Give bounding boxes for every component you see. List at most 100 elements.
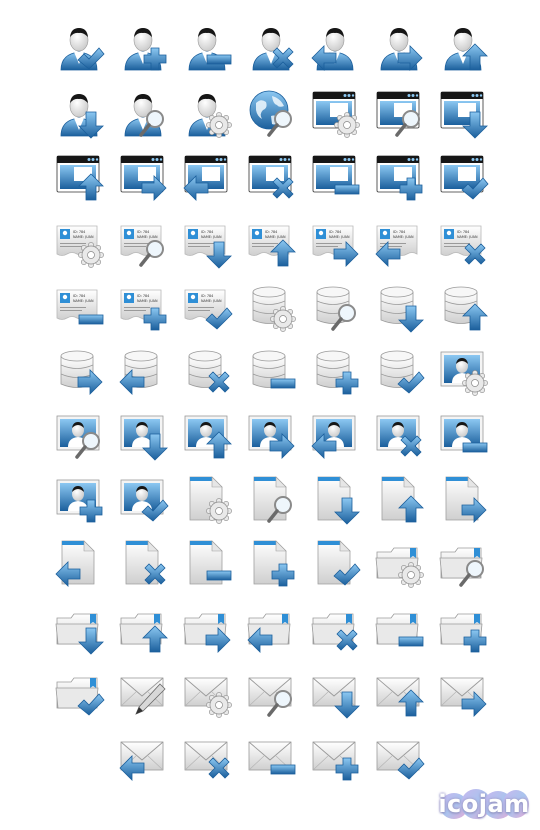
database-down-icon-graphic bbox=[380, 286, 424, 333]
photo-search-icon-graphic bbox=[56, 415, 100, 459]
user-right-icon-graphic bbox=[380, 28, 423, 71]
card-right-icon-graphic: ID: 784 NAME: JUAN bbox=[312, 225, 359, 267]
mail-check-icon bbox=[372, 730, 426, 784]
svg-text:NAME: JUAN: NAME: JUAN bbox=[137, 299, 158, 303]
database-right-icon bbox=[52, 344, 106, 398]
document-minus-icon-graphic bbox=[189, 540, 232, 585]
window-gear-icon bbox=[308, 86, 362, 140]
user-left-icon-graphic bbox=[311, 28, 354, 71]
folder-search-icon-graphic bbox=[439, 547, 484, 587]
card-gear-icon-graphic: ID: 784 NAME: JUAN bbox=[56, 225, 104, 268]
svg-text:ID: 784: ID: 784 bbox=[137, 294, 149, 298]
database-up-icon bbox=[436, 280, 490, 334]
window-check-icon-graphic bbox=[440, 155, 489, 200]
photo-left-icon bbox=[308, 408, 362, 462]
folder-plus-icon-graphic bbox=[439, 613, 487, 653]
photo-search-icon bbox=[52, 408, 106, 462]
photo-left-icon-graphic bbox=[311, 415, 356, 459]
photo-up-icon bbox=[180, 408, 234, 462]
photo-minus-icon bbox=[436, 408, 490, 462]
mail-down-icon-graphic bbox=[312, 677, 360, 719]
user-up-icon-graphic bbox=[444, 28, 488, 71]
document-search-icon-graphic bbox=[253, 476, 292, 523]
folder-left-icon bbox=[244, 602, 298, 656]
window-right-icon bbox=[116, 150, 170, 204]
document-right-icon bbox=[436, 472, 490, 526]
folder-gear-icon-graphic bbox=[375, 547, 424, 588]
card-gear-icon: ID: 784 NAME: JUAN bbox=[52, 216, 106, 270]
svg-text:ID: 784: ID: 784 bbox=[73, 294, 85, 298]
document-left-icon bbox=[52, 536, 106, 590]
mail-x-icon-graphic bbox=[184, 741, 230, 779]
svg-text:NAME: JUAN: NAME: JUAN bbox=[393, 235, 414, 239]
card-left-icon-graphic: ID: 784 NAME: JUAN bbox=[375, 225, 418, 267]
database-plus-icon-graphic bbox=[316, 350, 359, 395]
icojam-logo: icojam bbox=[438, 786, 530, 822]
svg-text:ID: 784: ID: 784 bbox=[393, 230, 405, 234]
folder-minus-icon bbox=[372, 602, 426, 656]
photo-plus-icon bbox=[52, 472, 106, 526]
user-search-icon bbox=[116, 86, 170, 140]
svg-text:NAME: JUAN: NAME: JUAN bbox=[137, 235, 158, 239]
mail-pen-icon-graphic bbox=[120, 677, 166, 715]
window-plus-icon bbox=[372, 150, 426, 204]
globe-search-icon-graphic bbox=[249, 90, 292, 137]
photo-check-icon-graphic bbox=[120, 479, 169, 522]
globe-search-icon bbox=[244, 86, 298, 140]
user-gear-icon bbox=[180, 86, 234, 140]
folder-up-icon bbox=[116, 602, 170, 656]
card-check-icon: ID: 784 NAME: JUAN bbox=[180, 280, 234, 334]
database-left-icon-graphic bbox=[119, 350, 158, 395]
document-left-icon-graphic bbox=[55, 540, 95, 587]
folder-minus-icon-graphic bbox=[375, 613, 424, 647]
window-x-icon bbox=[244, 150, 298, 204]
database-up-icon-graphic bbox=[444, 286, 488, 331]
user-down-icon-graphic bbox=[60, 94, 104, 139]
photo-up-icon-graphic bbox=[184, 415, 232, 459]
photo-x-icon bbox=[372, 408, 426, 462]
window-minus-icon-graphic bbox=[312, 155, 360, 195]
svg-text:NAME: JUAN: NAME: JUAN bbox=[201, 235, 222, 239]
mail-gear-icon bbox=[180, 666, 234, 720]
photo-gear-icon bbox=[436, 344, 490, 398]
mail-minus-icon-graphic bbox=[248, 741, 296, 775]
card-right-icon: ID: 784 NAME: JUAN bbox=[308, 216, 362, 270]
photo-gear-icon-graphic bbox=[440, 351, 488, 396]
user-check-icon-graphic bbox=[60, 28, 105, 71]
logo-text: icojam bbox=[438, 790, 530, 818]
svg-text:NAME: JUAN: NAME: JUAN bbox=[265, 235, 286, 239]
window-down-icon-graphic bbox=[440, 91, 488, 139]
window-search-icon-graphic bbox=[376, 91, 420, 137]
svg-text:ID: 784: ID: 784 bbox=[137, 230, 149, 234]
user-minus-icon-graphic bbox=[188, 28, 232, 71]
photo-right-icon-graphic bbox=[248, 415, 295, 459]
mail-right-icon-graphic bbox=[440, 677, 487, 717]
document-check-icon bbox=[308, 536, 362, 590]
database-search-icon-graphic bbox=[316, 286, 356, 331]
photo-check-icon bbox=[116, 472, 170, 526]
svg-text:NAME: JUAN: NAME: JUAN bbox=[73, 235, 94, 239]
mail-search-icon-graphic bbox=[248, 677, 292, 717]
folder-down-icon bbox=[52, 602, 106, 656]
svg-text:ID: 784: ID: 784 bbox=[73, 230, 85, 234]
card-check-icon-graphic: ID: 784 NAME: JUAN bbox=[184, 289, 233, 330]
mail-search-icon bbox=[244, 666, 298, 720]
user-right-icon bbox=[372, 20, 426, 74]
photo-plus-icon-graphic bbox=[56, 479, 103, 523]
document-up-icon-graphic bbox=[381, 476, 424, 523]
window-gear-icon-graphic bbox=[312, 91, 360, 138]
mail-up-icon-graphic bbox=[376, 677, 424, 717]
document-check-icon-graphic bbox=[317, 540, 361, 586]
photo-x-icon-graphic bbox=[376, 415, 422, 457]
user-search-icon-graphic bbox=[124, 94, 164, 137]
folder-x-icon bbox=[308, 602, 362, 656]
mail-right-icon bbox=[436, 666, 490, 720]
mail-plus-icon bbox=[308, 730, 362, 784]
window-minus-icon bbox=[308, 150, 362, 204]
user-up-icon bbox=[436, 20, 490, 74]
document-minus-icon bbox=[180, 536, 234, 590]
user-left-icon bbox=[308, 20, 362, 74]
folder-right-icon bbox=[180, 602, 234, 656]
user-x-icon bbox=[244, 20, 298, 74]
folder-x-icon-graphic bbox=[311, 613, 358, 651]
